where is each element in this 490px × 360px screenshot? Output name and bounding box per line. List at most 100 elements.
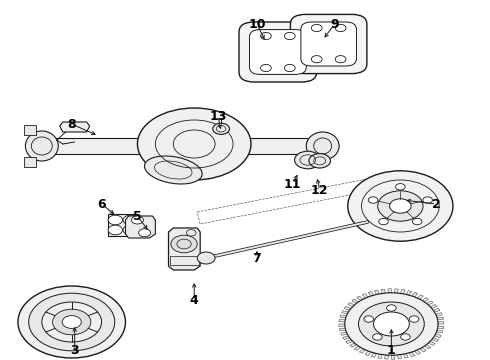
Polygon shape	[365, 351, 371, 356]
Circle shape	[139, 229, 150, 237]
Text: 4: 4	[190, 293, 198, 306]
Polygon shape	[344, 306, 351, 310]
Polygon shape	[428, 341, 435, 346]
Circle shape	[108, 225, 122, 235]
Circle shape	[42, 302, 101, 342]
Circle shape	[423, 197, 433, 203]
Circle shape	[379, 218, 388, 225]
Circle shape	[171, 235, 197, 253]
Circle shape	[284, 32, 295, 40]
Polygon shape	[424, 345, 431, 349]
Polygon shape	[108, 214, 137, 236]
Polygon shape	[359, 349, 366, 353]
Polygon shape	[378, 354, 382, 359]
Text: 7: 7	[252, 252, 261, 265]
Circle shape	[284, 64, 295, 72]
Circle shape	[348, 171, 453, 241]
Bar	[171, 256, 199, 265]
Polygon shape	[433, 309, 440, 312]
Circle shape	[311, 55, 322, 63]
Polygon shape	[339, 328, 345, 331]
Polygon shape	[24, 125, 36, 135]
Circle shape	[261, 64, 271, 72]
Polygon shape	[437, 317, 443, 320]
Ellipse shape	[306, 132, 339, 160]
Polygon shape	[346, 339, 353, 343]
Polygon shape	[381, 289, 385, 293]
Circle shape	[261, 32, 271, 40]
Circle shape	[186, 230, 196, 236]
Polygon shape	[406, 291, 412, 295]
Text: 8: 8	[68, 117, 76, 131]
Circle shape	[123, 215, 137, 225]
Circle shape	[108, 215, 122, 225]
Circle shape	[401, 334, 410, 340]
Text: 2: 2	[432, 198, 441, 211]
Text: 6: 6	[98, 198, 106, 211]
FancyBboxPatch shape	[291, 14, 367, 73]
FancyBboxPatch shape	[239, 138, 323, 154]
Circle shape	[413, 218, 422, 225]
Circle shape	[131, 216, 144, 224]
Circle shape	[368, 197, 378, 203]
Text: 13: 13	[209, 109, 227, 122]
Polygon shape	[125, 216, 155, 238]
Polygon shape	[412, 292, 417, 297]
Polygon shape	[420, 347, 426, 352]
Polygon shape	[352, 299, 359, 303]
Text: 9: 9	[330, 18, 339, 31]
Polygon shape	[374, 290, 379, 294]
Polygon shape	[417, 295, 423, 299]
Polygon shape	[339, 319, 345, 322]
Polygon shape	[60, 122, 90, 132]
Polygon shape	[403, 354, 408, 358]
Polygon shape	[422, 297, 429, 302]
Polygon shape	[341, 332, 347, 335]
Polygon shape	[394, 289, 398, 293]
Polygon shape	[169, 228, 200, 270]
Circle shape	[345, 293, 438, 355]
Circle shape	[359, 302, 424, 346]
Circle shape	[29, 293, 115, 351]
Circle shape	[335, 24, 346, 32]
Circle shape	[52, 309, 91, 335]
Text: 11: 11	[284, 177, 301, 190]
Polygon shape	[343, 336, 349, 339]
Polygon shape	[437, 330, 443, 333]
Circle shape	[311, 24, 322, 32]
Polygon shape	[24, 157, 36, 167]
Circle shape	[364, 316, 373, 322]
FancyBboxPatch shape	[239, 22, 317, 82]
Polygon shape	[339, 324, 345, 326]
Text: 1: 1	[387, 343, 396, 356]
Polygon shape	[397, 355, 402, 359]
Polygon shape	[371, 353, 376, 357]
Circle shape	[18, 286, 125, 358]
Polygon shape	[388, 289, 392, 293]
Polygon shape	[350, 343, 356, 347]
Circle shape	[335, 55, 346, 63]
Polygon shape	[415, 350, 420, 355]
Polygon shape	[400, 289, 405, 294]
Polygon shape	[348, 302, 354, 307]
Circle shape	[373, 312, 409, 336]
FancyBboxPatch shape	[42, 138, 155, 154]
Text: 10: 10	[248, 18, 266, 31]
Polygon shape	[432, 338, 439, 342]
Circle shape	[387, 305, 396, 311]
Circle shape	[409, 316, 419, 322]
FancyBboxPatch shape	[301, 22, 356, 66]
Text: 5: 5	[133, 210, 142, 222]
Polygon shape	[426, 301, 433, 305]
Polygon shape	[438, 326, 444, 329]
Ellipse shape	[145, 156, 202, 184]
Circle shape	[213, 123, 229, 134]
Polygon shape	[435, 334, 441, 337]
Circle shape	[62, 316, 81, 328]
Circle shape	[378, 191, 423, 221]
FancyBboxPatch shape	[249, 30, 306, 75]
Circle shape	[294, 151, 321, 169]
Circle shape	[372, 334, 382, 340]
Polygon shape	[436, 313, 442, 316]
Ellipse shape	[25, 131, 58, 161]
